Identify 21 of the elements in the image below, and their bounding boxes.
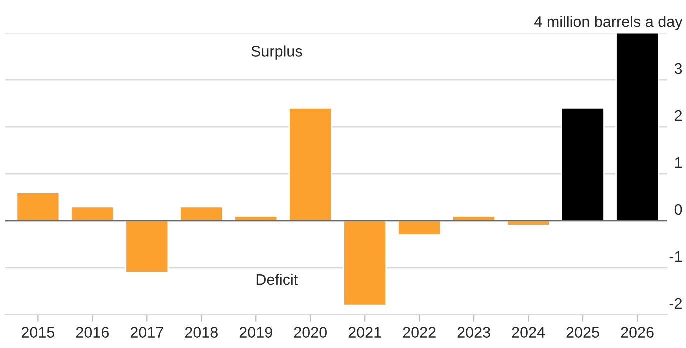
x-tick-label: 2020	[294, 327, 327, 338]
x-tick-label: 2024	[512, 327, 546, 338]
x-tick-label: 2016	[76, 327, 109, 338]
y-tick-label: 1	[675, 158, 682, 168]
annotation: Surplus	[252, 46, 302, 60]
x-tick-label: 2023	[458, 327, 490, 338]
y-tick-label: 2	[675, 110, 682, 122]
x-tick-label: 2022	[403, 327, 436, 338]
y-tick-label: 0	[674, 204, 682, 216]
y-tick-label: 4 million barrels a day	[534, 16, 683, 30]
annotation: Deficit	[256, 274, 298, 286]
y-tick-label: -1	[670, 252, 682, 262]
x-tick-label: 2015	[22, 327, 55, 338]
x-tick-label: 2017	[130, 327, 164, 338]
y-tick-label: 3	[674, 63, 682, 74]
x-tick-label: 2019	[240, 327, 272, 338]
x-tick-label: 2018	[185, 327, 218, 338]
y-tick-label: -2	[670, 298, 682, 309]
x-tick-label: 2021	[348, 327, 382, 338]
x-tick-label: 2026	[621, 327, 654, 338]
x-tick-label: 2025	[566, 327, 600, 338]
